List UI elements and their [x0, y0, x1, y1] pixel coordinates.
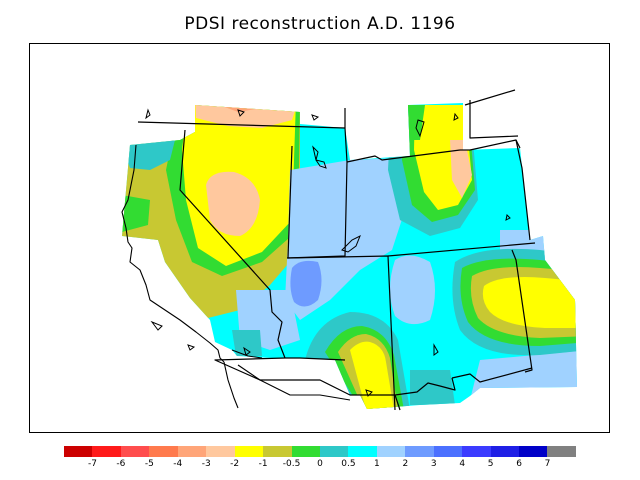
legend-tick-label: 5 — [487, 459, 494, 469]
legend-swatch — [319, 446, 349, 457]
legend-tick-label: 4 — [459, 459, 466, 469]
legend-swatch — [92, 446, 121, 457]
legend-swatch — [348, 446, 377, 457]
legend-swatch — [462, 446, 491, 457]
legend-swatch — [405, 446, 434, 457]
legend-tick-label: -1 — [258, 459, 268, 469]
state-boundaries — [137, 89, 536, 411]
legend-swatch — [149, 446, 178, 457]
legend-tick-label: 6 — [516, 459, 522, 469]
legend-tick-label: 7 — [544, 459, 551, 469]
legend-swatch — [64, 446, 93, 457]
legend-tick-label: 1 — [374, 459, 380, 469]
legend-swatch — [177, 446, 207, 457]
legend-tick-label: 3 — [430, 459, 437, 469]
legend-tick-label: -3 — [201, 459, 211, 469]
legend-color-bar — [64, 446, 576, 457]
legend-tick-label: -6 — [116, 459, 126, 469]
legend-tick-label: 2 — [402, 459, 409, 469]
legend-swatch — [291, 446, 320, 457]
legend-tick-label: -2 — [230, 459, 240, 469]
color-legend: -7 -6 -5 -4 -3 -2 -1 -0.5 0 0.5 1 2 3 4 5 6 7 — [64, 446, 576, 476]
legend-swatch — [547, 446, 576, 457]
legend-swatch — [490, 446, 519, 457]
legend-swatch — [433, 446, 463, 457]
legend-labels: -7 -6 -5 -4 -3 -2 -1 -0.5 0 0.5 1 2 3 4 5 6 7 — [64, 459, 576, 473]
legend-swatch — [263, 446, 292, 457]
legend-tick-label: -5 — [144, 459, 154, 469]
legend-tick-label: -7 — [87, 459, 97, 469]
legend-tick-label: 0.5 — [341, 459, 356, 469]
legend-swatch — [206, 446, 235, 457]
legend-tick-label: 0 — [317, 459, 323, 469]
legend-swatch — [376, 446, 406, 457]
legend-swatch — [120, 446, 150, 457]
legend-swatch — [519, 446, 548, 457]
legend-tick-label: -4 — [173, 459, 183, 469]
lakes-islands — [145, 108, 511, 397]
legend-swatch — [234, 446, 264, 457]
coastline — [121, 144, 351, 409]
legend-tick-label: -0.5 — [282, 459, 301, 469]
map-title: PDSI reconstruction A.D. 1196 — [184, 14, 456, 34]
